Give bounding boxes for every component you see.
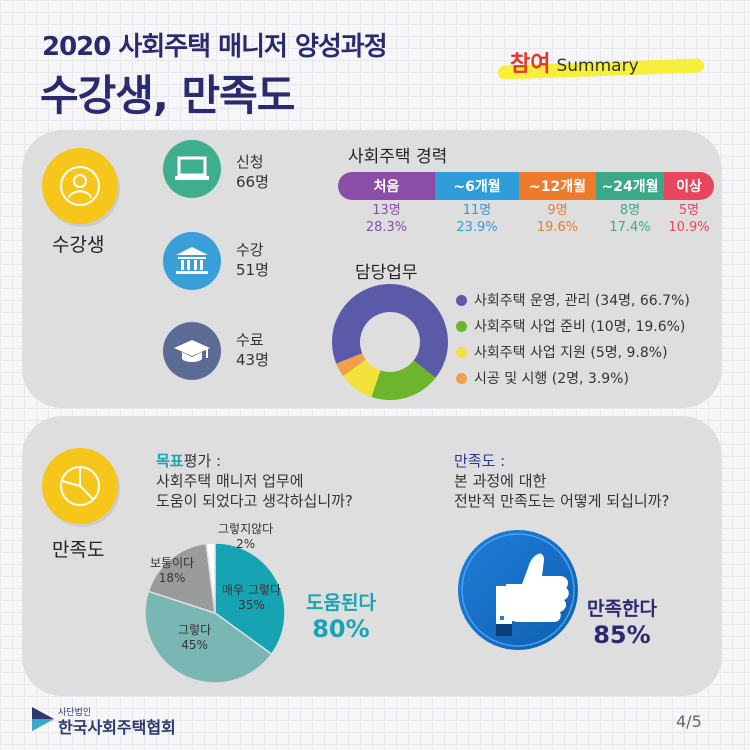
- career-count: 9명: [547, 203, 568, 218]
- career-count: 13명: [372, 203, 401, 218]
- legend-dot: [456, 346, 467, 358]
- career-bar-first: 처음: [338, 172, 435, 200]
- org-logo-icon: [32, 707, 54, 731]
- pie-label-very-yes: 매우 그렇다 35%: [222, 583, 281, 613]
- institution-icon: [163, 232, 221, 290]
- person-icon: [42, 148, 118, 224]
- duty-donut-chart: [332, 284, 448, 400]
- pie-label-text: 보통이다: [150, 556, 195, 570]
- career-value-over: 5명 10.9%: [664, 202, 714, 236]
- goal-slice-1: [144, 590, 273, 684]
- org-type-label: 사단법인: [58, 708, 92, 718]
- goal-slice-3: [205, 542, 216, 614]
- goal-result-label: 도움된다: [306, 592, 376, 614]
- pie-label-pct: 2%: [236, 537, 256, 551]
- students-section-label: 수강생: [52, 234, 105, 256]
- legend-item: 시공 및 시행 (2명, 3.9%): [456, 365, 690, 391]
- stat-apply-value: 66명: [236, 173, 269, 191]
- satisfaction-panel: [22, 416, 722, 696]
- legend-label: 사회주택 운영, 관리 (34명, 66.7%): [474, 293, 690, 309]
- career-bar-12m: ~12개월: [519, 172, 596, 200]
- goal-question-line1: 사회주택 매니저 업무에: [156, 472, 304, 490]
- career-count: 5명: [678, 203, 700, 218]
- goal-pie-chart: [144, 542, 286, 684]
- summary-tag-main: 참여: [510, 52, 551, 77]
- overall-result: 만족한다 85%: [587, 594, 657, 649]
- duty-slice-3: [336, 353, 366, 377]
- stat-complete: 수료 43명: [236, 330, 269, 370]
- overall-result-label: 만족한다: [587, 598, 657, 620]
- career-bar-24m: ~24개월: [596, 172, 664, 200]
- title-line1: 2020 사회주택 매니저 양성과정: [42, 32, 388, 62]
- pie-label-yes: 그렇다 45%: [178, 623, 211, 653]
- duty-slice-0: [332, 284, 448, 378]
- career-pct: 17.4%: [609, 220, 651, 235]
- legend-dot: [456, 372, 467, 384]
- stat-complete-label: 수료: [236, 331, 264, 349]
- pie-label-pct: 18%: [158, 571, 186, 585]
- pie-label-text: 그렇지않다: [218, 522, 274, 536]
- summary-tag: 참여 Summary: [510, 46, 639, 78]
- goal-head-rest: 평가 :: [183, 452, 222, 470]
- duty-title: 담당업무: [355, 263, 418, 283]
- goal-result: 도움된다 80%: [306, 588, 376, 643]
- career-value-12m: 9명 19.6%: [519, 202, 596, 236]
- career-value-6m: 11명 23.9%: [435, 202, 519, 236]
- duty-slice-1: [371, 360, 436, 400]
- page-title: 수강생, 만족도: [40, 71, 295, 120]
- laptop-icon: [163, 140, 221, 198]
- legend-dot: [456, 294, 467, 306]
- legend-label: 사회주택 사업 준비 (10명, 19.6%): [474, 319, 686, 335]
- career-count: 11명: [462, 203, 492, 218]
- goal-slice-0: [214, 542, 286, 656]
- career-value-first: 13명 28.3%: [338, 202, 435, 236]
- goal-result-value: 80%: [312, 615, 370, 643]
- stat-attend: 수강 51명: [236, 240, 269, 280]
- career-pct: 23.9%: [456, 220, 498, 235]
- graduation-cap-icon: [163, 322, 221, 380]
- stat-attend-label: 수강: [236, 241, 264, 259]
- pie-label-no: 그렇지않다 2%: [218, 522, 273, 552]
- overall-question-line2: 전반적 만족도는 어떻게 되십니까?: [454, 492, 670, 510]
- career-bar-6m: ~6개월: [435, 172, 519, 200]
- pie-label-text: 매우 그렇다: [222, 583, 282, 597]
- career-title: 사회주택 경력: [348, 147, 448, 167]
- legend-label: 시공 및 시행 (2명, 3.9%): [474, 371, 629, 387]
- goal-head-highlight: 목표: [156, 452, 184, 470]
- overall-question-head: 만족도 :: [454, 452, 506, 470]
- goal-question-line2: 도움이 되었다고 생각하십니까?: [156, 492, 353, 510]
- legend-label: 사회주택 사업 지원 (5명, 9.8%): [474, 345, 668, 361]
- stat-apply: 신청 66명: [236, 152, 269, 192]
- goal-slice-2: [147, 542, 216, 615]
- legend-dot: [456, 320, 467, 332]
- stat-apply-label: 신청: [236, 153, 264, 171]
- duty-slice-2: [343, 359, 381, 397]
- career-count: 8명: [619, 203, 641, 218]
- pie-label-normal: 보통이다 18%: [150, 556, 194, 586]
- career-pct: 28.3%: [365, 220, 408, 235]
- pie-chart-icon: [42, 448, 118, 524]
- career-value-24m: 8명 17.4%: [596, 202, 664, 236]
- career-pct: 10.9%: [668, 220, 710, 235]
- career-pct: 19.6%: [536, 220, 579, 235]
- goal-question-head: 목표평가 :: [156, 450, 221, 471]
- thumbs-up-icon: [458, 530, 578, 650]
- legend-item: 사회주택 사업 지원 (5명, 9.8%): [456, 339, 690, 365]
- duty-legend: 사회주택 운영, 관리 (34명, 66.7%) 사회주택 사업 준비 (10명…: [456, 287, 690, 391]
- page-number: 4/5: [676, 712, 702, 731]
- pie-label-text: 그렇다: [178, 623, 212, 637]
- legend-item: 사회주택 사업 준비 (10명, 19.6%): [456, 313, 690, 339]
- satisfaction-section-label: 만족도: [52, 539, 105, 561]
- overall-result-value: 85%: [593, 621, 651, 649]
- pie-label-pct: 35%: [238, 598, 265, 612]
- pie-label-pct: 45%: [181, 638, 208, 652]
- stat-attend-value: 51명: [236, 261, 269, 279]
- summary-tag-sub: Summary: [556, 56, 639, 76]
- org-name: 한국사회주택협회: [58, 718, 176, 737]
- career-bar-over: 이상: [664, 172, 714, 200]
- stat-complete-value: 43명: [236, 351, 269, 369]
- overall-question-line1: 본 과정에 대한: [454, 472, 547, 490]
- legend-item: 사회주택 운영, 관리 (34명, 66.7%): [456, 287, 690, 313]
